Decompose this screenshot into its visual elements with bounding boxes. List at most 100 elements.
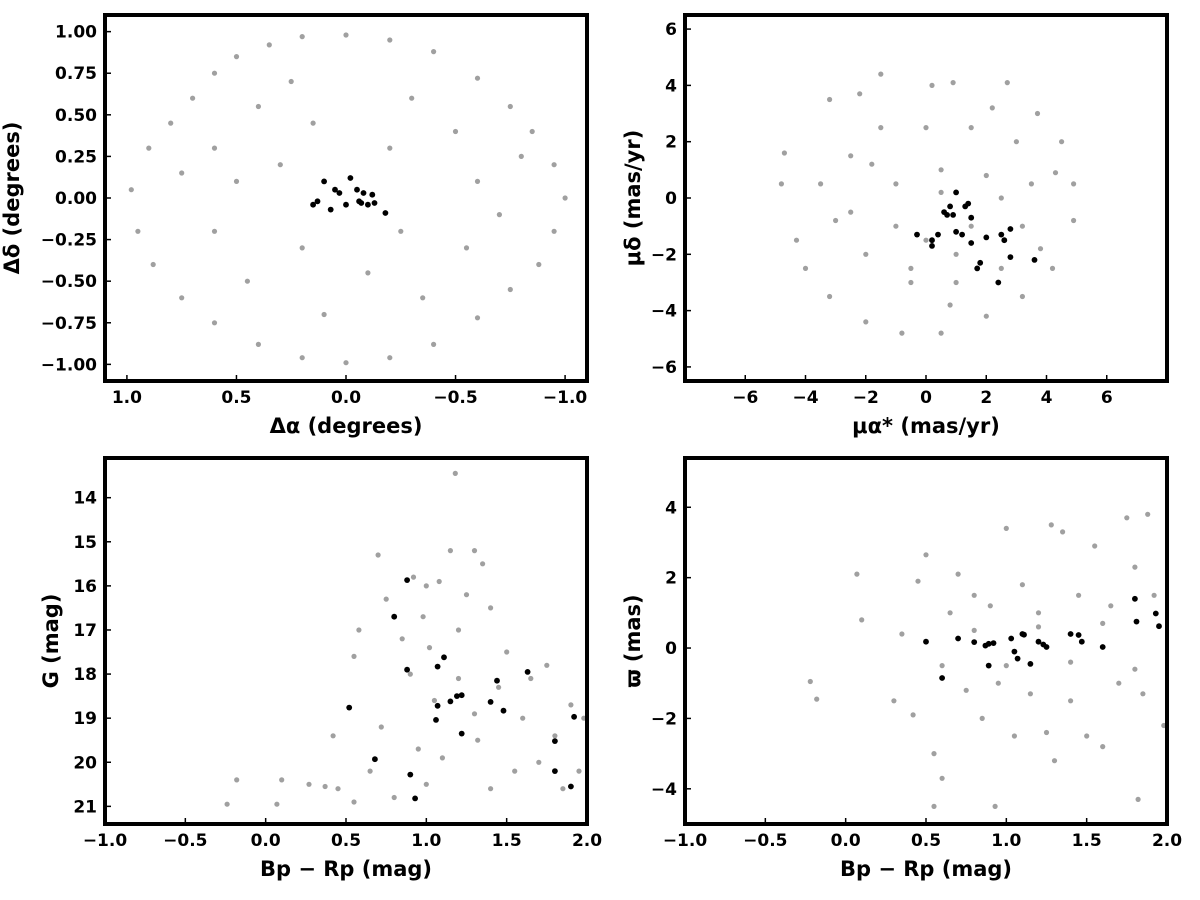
x-tick-label: 4 xyxy=(1041,388,1053,408)
member-star-point xyxy=(1011,648,1018,655)
field-star-point xyxy=(1003,663,1009,669)
field-star-point xyxy=(279,777,285,783)
plot-frame xyxy=(683,456,1169,826)
field-star-point xyxy=(968,223,974,229)
y-tick-label: 0.75 xyxy=(55,64,97,84)
member-star-point xyxy=(568,783,574,790)
x-tick-label: −0.5 xyxy=(433,388,477,408)
field-star-point xyxy=(391,794,397,801)
field-star-point xyxy=(452,470,458,476)
field-star-point xyxy=(983,313,989,319)
member-star-point xyxy=(552,738,558,744)
member-star-point xyxy=(354,186,360,193)
field-star-point xyxy=(179,295,185,301)
field-star-point xyxy=(463,245,470,251)
member-star-point xyxy=(950,212,956,218)
member-star-point xyxy=(965,200,972,207)
field-star-point xyxy=(1035,624,1042,630)
y-tick-label: 14 xyxy=(73,489,97,509)
field-star-point xyxy=(420,614,426,620)
x-tick-label: 0.0 xyxy=(251,831,281,851)
field-star-point xyxy=(998,195,1004,201)
field-star-point xyxy=(426,645,433,651)
field-star-point xyxy=(356,627,362,633)
field-star-point xyxy=(1034,110,1041,117)
panel-proper-motion: −6 −4 −2 0 2 4 6 6 4 2 0 −2 −4 −6 μα* (mas/yr) μδ (ma… xyxy=(621,13,1169,438)
x-tick-label: 1.0 xyxy=(991,831,1021,851)
field-star-point xyxy=(233,54,240,60)
member-star-point xyxy=(404,577,410,583)
member-star-point xyxy=(929,237,935,244)
points-layer xyxy=(807,511,1167,810)
field-star-point xyxy=(1132,666,1138,672)
field-star-point xyxy=(963,687,969,693)
member-star-point xyxy=(974,265,981,272)
y-tick-label: −1.00 xyxy=(41,355,97,375)
member-star-point xyxy=(1014,655,1021,662)
field-star-point xyxy=(135,228,141,234)
x-tick-label: 0.5 xyxy=(221,388,251,408)
x-tick-label: 1.5 xyxy=(492,831,522,851)
field-star-point xyxy=(335,786,341,792)
field-star-point xyxy=(818,181,824,187)
field-star-point xyxy=(1004,80,1010,86)
x-tick-label: −1.0 xyxy=(663,831,708,851)
field-star-point xyxy=(989,105,995,111)
field-star-point xyxy=(409,95,415,101)
field-star-point xyxy=(310,120,316,126)
x-tick-label: 2.0 xyxy=(1152,831,1182,851)
field-star-point xyxy=(365,270,371,276)
field-star-point xyxy=(190,95,196,101)
field-star-point xyxy=(299,245,305,251)
field-star-point xyxy=(474,75,481,81)
field-star-point xyxy=(518,153,524,159)
y-tick-label: 6 xyxy=(665,20,677,40)
points-layer xyxy=(224,470,587,807)
x-tick-label: 1.5 xyxy=(1072,831,1102,851)
field-star-point xyxy=(891,698,897,704)
field-star-point xyxy=(471,711,478,717)
field-star-point xyxy=(939,775,945,781)
field-star-point xyxy=(504,649,510,655)
member-star-point xyxy=(914,231,920,238)
member-star-point xyxy=(571,713,577,720)
field-star-point xyxy=(507,286,513,293)
field-star-point xyxy=(1049,265,1056,271)
member-star-point xyxy=(1035,638,1042,645)
field-star-point xyxy=(931,751,937,757)
member-star-point xyxy=(371,200,378,206)
field-star-point xyxy=(496,684,502,690)
member-star-point xyxy=(1075,632,1082,638)
field-star-point xyxy=(863,319,869,325)
member-star-point xyxy=(1043,644,1050,650)
field-star-point xyxy=(1116,680,1122,686)
field-star-point xyxy=(915,578,921,584)
field-star-point xyxy=(375,552,381,558)
x-tick-label: 1.0 xyxy=(411,831,441,851)
field-star-point xyxy=(1071,217,1077,224)
field-star-point xyxy=(211,320,218,326)
field-star-point xyxy=(1043,729,1050,736)
field-star-point xyxy=(1013,139,1020,145)
field-star-point xyxy=(983,172,989,179)
field-star-point xyxy=(551,162,557,168)
field-star-point xyxy=(939,663,945,669)
member-star-point xyxy=(447,698,454,705)
y-tick-label: 18 xyxy=(73,665,97,685)
member-star-point xyxy=(458,730,465,737)
member-star-point xyxy=(358,200,365,206)
member-star-point xyxy=(1099,644,1106,650)
field-star-point xyxy=(211,70,218,76)
field-star-point xyxy=(496,212,502,218)
field-star-point xyxy=(1108,603,1114,609)
field-star-point xyxy=(255,103,261,110)
y-tick-label: −4 xyxy=(651,780,677,800)
field-star-point xyxy=(923,237,929,243)
member-star-point xyxy=(382,210,389,216)
x-tick-label: −0.5 xyxy=(163,831,207,851)
x-tick-label: 2 xyxy=(980,388,992,408)
field-star-point xyxy=(146,145,152,151)
field-star-point xyxy=(351,799,357,805)
field-star-point xyxy=(255,341,261,347)
field-star-point xyxy=(266,42,272,48)
